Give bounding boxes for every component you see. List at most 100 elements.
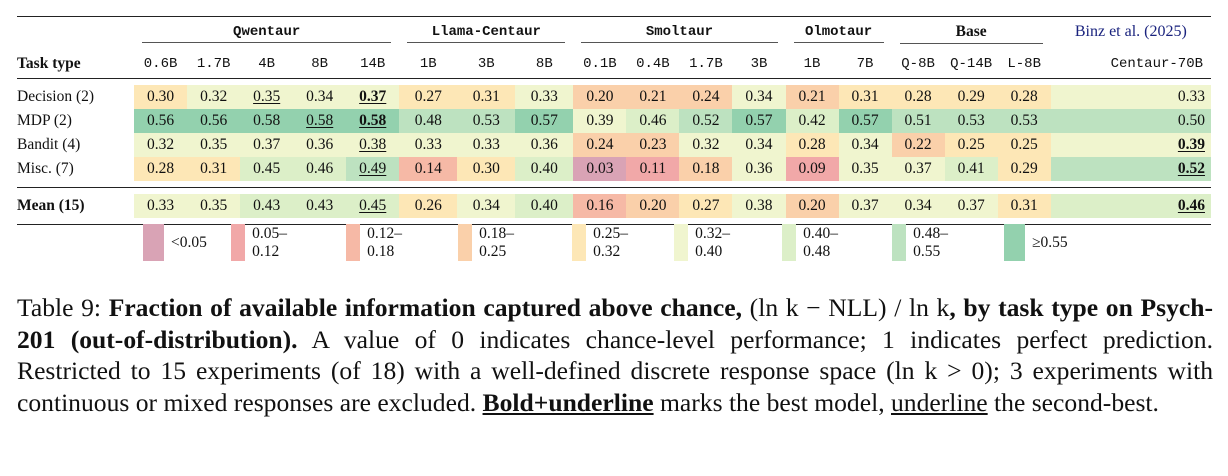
legend-swatch <box>782 224 797 261</box>
cell-value: 0.28 <box>147 160 175 177</box>
table-cell: 0.58 <box>240 109 294 133</box>
table-row: Bandit (4) 0.32 0.35 0.37 0.36 0.38 0.33 0.33 0.… <box>17 133 1211 157</box>
spacer-row <box>17 181 1211 188</box>
group-header-label: Olmotaur <box>793 24 884 43</box>
caption-bold-title-2: , by task type on Psych-201 (out-of-dist… <box>17 293 1213 354</box>
table-cell: 0.32 <box>134 133 188 157</box>
cell-value: 0.57 <box>745 112 773 129</box>
legend-swatch <box>572 224 587 261</box>
column-header: 3B <box>750 55 768 72</box>
cell-value: 0.39 <box>586 112 614 129</box>
cell-value: 0.45 <box>359 197 387 214</box>
cell-value: 0.34 <box>306 88 334 105</box>
table-cell: 0.33 <box>1050 85 1211 109</box>
row-label: Misc. (7) <box>17 157 135 181</box>
column-header: 8B <box>535 55 553 72</box>
table-cell: 0.41 <box>944 157 998 181</box>
table-cell: 0.28 <box>891 85 945 109</box>
cell-value: 0.37 <box>359 88 387 105</box>
cell-value: 0.53 <box>1010 112 1038 129</box>
cell-value: 0.24 <box>692 88 720 105</box>
legend-item: 0.05–0.12 <box>231 224 294 261</box>
table-caption: Table 9: Fraction of available informati… <box>17 292 1213 418</box>
legend-swatch <box>458 224 473 261</box>
table-cell: 0.53 <box>944 109 998 133</box>
cell-value: 0.28 <box>798 136 826 153</box>
table-cell: 0.14 <box>399 157 458 181</box>
cell-value: 0.20 <box>586 88 614 105</box>
caption-bold-title: Fraction of available information captur… <box>108 293 743 322</box>
cell-value: 0.39 <box>1177 136 1205 153</box>
legend-label: 0.05–0.12 <box>252 224 288 260</box>
legend-label: 0.25–0.32 <box>593 224 629 260</box>
table-cell: 0.45 <box>346 194 400 218</box>
table-cell: 0.31 <box>997 194 1051 218</box>
table-cell: 0.21 <box>626 85 680 109</box>
cell-value: 0.26 <box>414 197 442 214</box>
group-header-5: Binz et al. (2025) <box>1051 17 1211 50</box>
table-cell: 0.42 <box>785 109 839 133</box>
cell-value: 0.48 <box>414 112 442 129</box>
cell-value: 0.35 <box>200 136 228 153</box>
table-cell: 0.50 <box>1050 109 1211 133</box>
cell-value: 0.27 <box>692 197 720 214</box>
cell-value: 0.37 <box>904 160 932 177</box>
table-cell: 0.11 <box>626 157 680 181</box>
table-cell: 0.46 <box>626 109 680 133</box>
table-cell: 0.21 <box>785 85 839 109</box>
column-header: 0.1B <box>583 55 617 72</box>
table-cell: 0.58 <box>346 109 400 133</box>
column-header-row: Task type 0.6B 1.7B 4B 8B 14B 1B 3B 8B 0.1B 0.4B 1.… <box>17 49 1211 79</box>
group-header-3: Olmotaur <box>786 17 892 50</box>
legend-label: 0.40–0.48 <box>803 224 839 260</box>
legend-swatch <box>143 224 164 261</box>
row-label: MDP (2) <box>17 109 135 133</box>
cell-value: 0.25 <box>957 136 985 153</box>
cell-value: 0.30 <box>472 160 500 177</box>
results-table: Qwentaur Llama-Centaur Smoltaur Olmotaur Bas… <box>17 16 1211 225</box>
table-cell: 0.38 <box>346 133 400 157</box>
column-header: 3B <box>477 55 495 72</box>
legend-item: <0.05 <box>143 224 207 261</box>
legend-item: 0.32–0.40 <box>674 224 737 261</box>
row-label: Mean (15) <box>17 194 135 218</box>
table-row: Decision (2) 0.30 0.32 0.35 0.34 0.37 0.27 0.31… <box>17 85 1211 109</box>
column-header: 4B <box>258 55 276 72</box>
table-cell: 0.39 <box>1050 133 1211 157</box>
cell-value: 0.14 <box>414 160 442 177</box>
table-cell: 0.49 <box>346 157 400 181</box>
row-label: Bandit (4) <box>17 133 135 157</box>
table-cell: 0.33 <box>399 133 458 157</box>
cell-value: 0.22 <box>904 136 932 153</box>
spacer-row <box>17 218 1211 225</box>
task-type-header: Task type <box>17 54 81 72</box>
table-cell: 0.28 <box>997 85 1051 109</box>
caption-formula: (ln k − NLL) / ln k <box>742 293 950 322</box>
table-cell: 0.29 <box>997 157 1051 181</box>
group-header-label: Llama-Centaur <box>407 24 566 43</box>
cell-value: 0.23 <box>639 136 667 153</box>
table-cell: 0.37 <box>891 157 945 181</box>
table-cell: 0.34 <box>838 133 892 157</box>
table-cell: 0.37 <box>346 85 400 109</box>
cell-value: 0.16 <box>586 197 614 214</box>
table-cell: 0.52 <box>1050 157 1211 181</box>
cell-value: 0.51 <box>904 112 932 129</box>
table-cell: 0.53 <box>457 109 516 133</box>
cell-value: 0.36 <box>306 136 334 153</box>
legend-item: ≥0.55 <box>1004 224 1068 261</box>
table-cell: 0.20 <box>785 194 839 218</box>
legend-swatch <box>346 224 361 261</box>
cell-value: 0.33 <box>472 136 500 153</box>
cell-value: 0.33 <box>530 88 558 105</box>
table-cell: 0.34 <box>732 85 786 109</box>
cell-value: 0.31 <box>851 88 879 105</box>
cell-value: 0.46 <box>639 112 667 129</box>
table-cell: 0.56 <box>187 109 241 133</box>
table-cell: 0.35 <box>838 157 892 181</box>
cell-value: 0.31 <box>200 160 228 177</box>
group-header-4: Base <box>892 17 1051 50</box>
cell-value: 0.32 <box>200 88 228 105</box>
caption-underline: underline <box>891 387 988 417</box>
